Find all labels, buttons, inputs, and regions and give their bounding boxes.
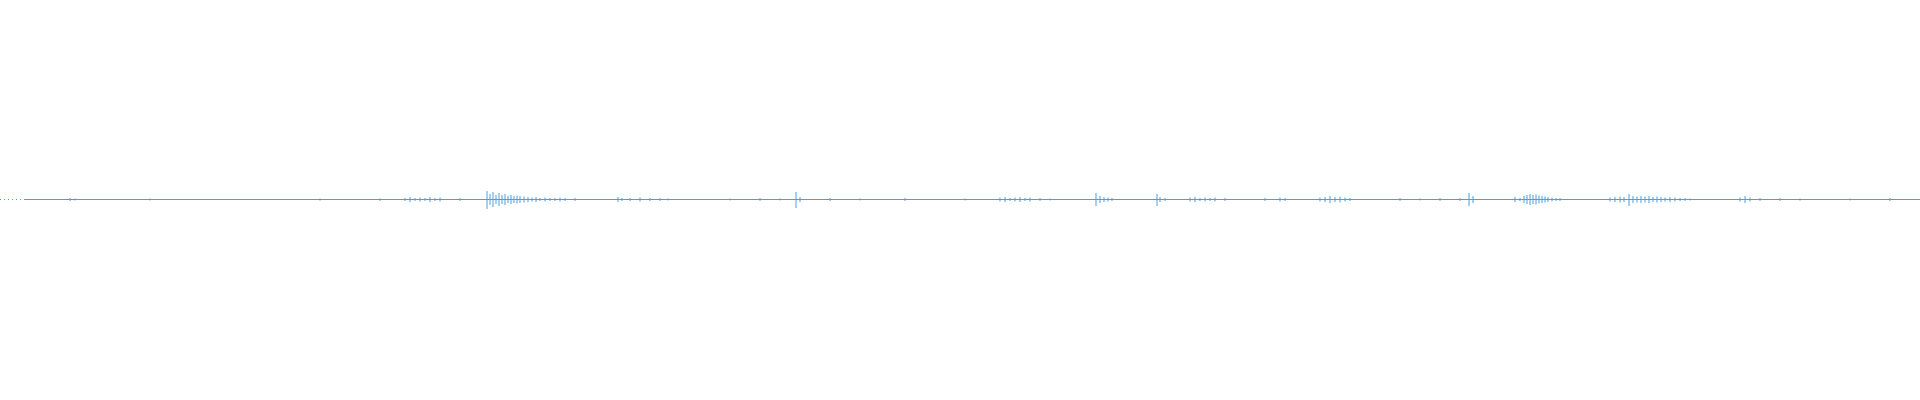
waveform: [0, 191, 1920, 209]
waveform-peaks: [69, 191, 1891, 209]
